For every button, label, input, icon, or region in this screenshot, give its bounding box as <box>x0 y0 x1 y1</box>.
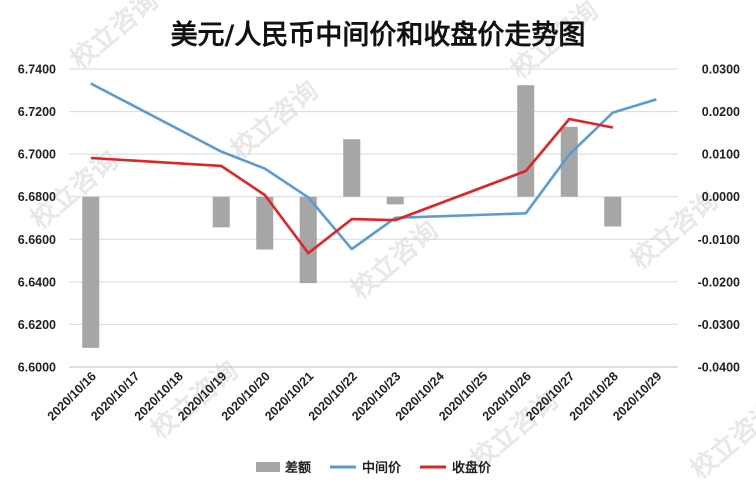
chart-title: 美元/人民币中间价和收盘价走势图 <box>171 19 586 51</box>
watermark-0: 校立咨询 <box>225 75 325 166</box>
legend-label-close: 收盘价 <box>452 460 492 476</box>
bar-2020/10/23 <box>386 196 404 205</box>
y-right-tick-7: 0.0300 <box>702 63 740 77</box>
legend-label-diff: 差额 <box>285 460 311 476</box>
line-mid <box>90 82 657 251</box>
watermark-3: 校立咨询 <box>345 215 445 306</box>
legend: 差额 中间价 收盘价 <box>256 460 492 476</box>
y-right-tick-2: -0.0200 <box>698 275 740 289</box>
bar-series-diff <box>82 85 622 348</box>
legend-swatch-diff <box>256 462 280 472</box>
bar-2020/10/16 <box>82 196 100 348</box>
bar-2020/10/21 <box>299 196 317 284</box>
line-series <box>90 82 657 255</box>
bar-2020/10/22 <box>343 139 361 197</box>
y-left-tick-2: 6.6400 <box>18 275 56 289</box>
y-left-tick-3: 6.6600 <box>18 233 56 247</box>
bar-2020/10/27 <box>560 126 578 197</box>
bar-2020/10/20 <box>256 196 274 250</box>
bar-2020/10/28 <box>604 196 622 227</box>
bar-2020/10/26 <box>517 85 535 197</box>
y-axis-left: 6.6000 6.6200 6.6400 6.6600 6.6800 6.7000 6.72… <box>18 63 56 375</box>
y-right-tick-6: 0.0200 <box>702 105 740 119</box>
watermark-7: 校立咨询 <box>685 395 756 486</box>
y-right-tick-4: 0.0000 <box>702 190 740 204</box>
y-right-tick-1: -0.0300 <box>698 318 740 332</box>
y-left-tick-6: 6.7200 <box>18 105 56 119</box>
watermark-8: 校立咨询 <box>65 0 165 75</box>
bar-2020/10/19 <box>212 196 230 228</box>
y-left-tick-4: 6.6800 <box>18 190 56 204</box>
x-axis: 2020/10/162020/10/172020/10/182020/10/19… <box>45 369 665 423</box>
legend-label-mid: 中间价 <box>362 460 402 476</box>
y-left-tick-5: 6.7000 <box>18 148 56 162</box>
y-right-tick-0: -0.0400 <box>698 361 740 375</box>
y-axis-right: -0.0400 -0.0300 -0.0200 -0.0100 0.0000 0.0100… <box>698 63 740 375</box>
y-right-tick-3: -0.0100 <box>698 233 740 247</box>
y-right-tick-5: 0.0100 <box>702 148 740 162</box>
gridlines <box>69 68 678 368</box>
line-close <box>90 117 614 255</box>
y-left-tick-7: 6.7400 <box>18 63 56 77</box>
y-left-tick-1: 6.6200 <box>18 318 56 332</box>
y-left-tick-0: 6.6000 <box>18 361 56 375</box>
